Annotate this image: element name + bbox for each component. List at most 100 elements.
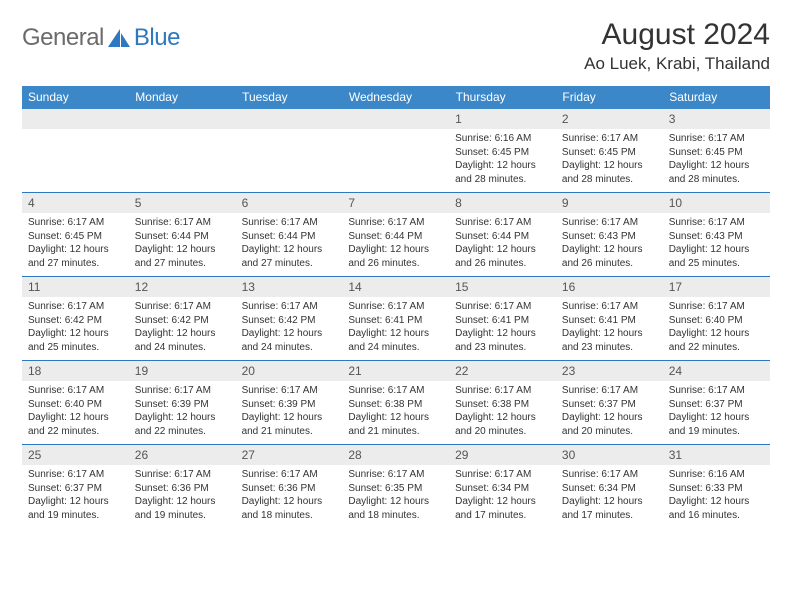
day-detail-cell: Sunrise: 6:17 AMSunset: 6:38 PMDaylight:… <box>449 381 556 445</box>
month-title: August 2024 <box>584 18 770 52</box>
day-d1: Daylight: 12 hours <box>348 495 443 509</box>
day-detail-cell: Sunrise: 6:17 AMSunset: 6:36 PMDaylight:… <box>129 465 236 528</box>
day-sr: Sunrise: 6:17 AM <box>455 300 550 314</box>
day-detail-cell: Sunrise: 6:16 AMSunset: 6:45 PMDaylight:… <box>449 129 556 193</box>
day-d1: Daylight: 12 hours <box>135 327 230 341</box>
day-ss: Sunset: 6:43 PM <box>669 230 764 244</box>
day-number-cell: 2 <box>556 109 663 129</box>
day-ss: Sunset: 6:37 PM <box>669 398 764 412</box>
day-ss: Sunset: 6:38 PM <box>348 398 443 412</box>
day-ss: Sunset: 6:41 PM <box>562 314 657 328</box>
day-number-cell: 5 <box>129 193 236 213</box>
day-sr: Sunrise: 6:17 AM <box>135 468 230 482</box>
day-d1: Daylight: 12 hours <box>562 159 657 173</box>
day-sr: Sunrise: 6:17 AM <box>562 300 657 314</box>
day-d2: and 28 minutes. <box>669 173 764 187</box>
day-d2: and 23 minutes. <box>455 341 550 355</box>
detail-row: Sunrise: 6:17 AMSunset: 6:37 PMDaylight:… <box>22 465 770 528</box>
day-detail-cell: Sunrise: 6:17 AMSunset: 6:42 PMDaylight:… <box>22 297 129 361</box>
day-d1: Daylight: 12 hours <box>242 495 337 509</box>
day-d2: and 22 minutes. <box>28 425 123 439</box>
day-detail-cell <box>236 129 343 193</box>
day-sr: Sunrise: 6:16 AM <box>669 468 764 482</box>
day-detail-cell <box>129 129 236 193</box>
day-ss: Sunset: 6:37 PM <box>562 398 657 412</box>
day-detail-cell: Sunrise: 6:17 AMSunset: 6:40 PMDaylight:… <box>663 297 770 361</box>
day-detail-cell: Sunrise: 6:17 AMSunset: 6:37 PMDaylight:… <box>556 381 663 445</box>
day-d1: Daylight: 12 hours <box>562 243 657 257</box>
day-d2: and 21 minutes. <box>348 425 443 439</box>
day-number-cell: 19 <box>129 361 236 381</box>
day-detail-cell: Sunrise: 6:17 AMSunset: 6:34 PMDaylight:… <box>449 465 556 528</box>
day-d2: and 24 minutes. <box>242 341 337 355</box>
day-d1: Daylight: 12 hours <box>669 327 764 341</box>
day-d1: Daylight: 12 hours <box>28 243 123 257</box>
day-detail-cell: Sunrise: 6:17 AMSunset: 6:41 PMDaylight:… <box>449 297 556 361</box>
day-detail-cell: Sunrise: 6:17 AMSunset: 6:42 PMDaylight:… <box>129 297 236 361</box>
day-sr: Sunrise: 6:16 AM <box>455 132 550 146</box>
day-d2: and 27 minutes. <box>28 257 123 271</box>
day-detail-cell: Sunrise: 6:17 AMSunset: 6:43 PMDaylight:… <box>663 213 770 277</box>
day-number-cell: 3 <box>663 109 770 129</box>
day-d2: and 17 minutes. <box>455 509 550 523</box>
day-number-cell: 8 <box>449 193 556 213</box>
day-sr: Sunrise: 6:17 AM <box>348 300 443 314</box>
day-sr: Sunrise: 6:17 AM <box>669 384 764 398</box>
day-d2: and 27 minutes. <box>242 257 337 271</box>
day-sr: Sunrise: 6:17 AM <box>135 384 230 398</box>
day-number-cell: 26 <box>129 445 236 465</box>
day-sr: Sunrise: 6:17 AM <box>562 468 657 482</box>
day-number-cell: 12 <box>129 277 236 297</box>
day-d2: and 27 minutes. <box>135 257 230 271</box>
day-d2: and 26 minutes. <box>562 257 657 271</box>
day-ss: Sunset: 6:39 PM <box>135 398 230 412</box>
day-d2: and 28 minutes. <box>562 173 657 187</box>
day-d1: Daylight: 12 hours <box>135 495 230 509</box>
day-sr: Sunrise: 6:17 AM <box>28 384 123 398</box>
day-detail-cell: Sunrise: 6:17 AMSunset: 6:44 PMDaylight:… <box>342 213 449 277</box>
day-number-cell: 18 <box>22 361 129 381</box>
day-number-cell: 17 <box>663 277 770 297</box>
day-d1: Daylight: 12 hours <box>28 327 123 341</box>
day-d1: Daylight: 12 hours <box>669 243 764 257</box>
day-sr: Sunrise: 6:17 AM <box>135 300 230 314</box>
day-number-cell: 15 <box>449 277 556 297</box>
day-number-cell: 27 <box>236 445 343 465</box>
day-d1: Daylight: 12 hours <box>455 159 550 173</box>
day-ss: Sunset: 6:42 PM <box>135 314 230 328</box>
daynum-row: 11121314151617 <box>22 277 770 297</box>
day-detail-cell: Sunrise: 6:17 AMSunset: 6:44 PMDaylight:… <box>129 213 236 277</box>
day-detail-cell <box>342 129 449 193</box>
day-number-cell <box>22 109 129 129</box>
day-ss: Sunset: 6:44 PM <box>242 230 337 244</box>
day-d2: and 26 minutes. <box>455 257 550 271</box>
brand-logo: General Blue <box>22 18 180 52</box>
dow-saturday: Saturday <box>663 86 770 109</box>
day-d1: Daylight: 12 hours <box>562 327 657 341</box>
day-d2: and 16 minutes. <box>669 509 764 523</box>
day-d2: and 28 minutes. <box>455 173 550 187</box>
day-detail-cell: Sunrise: 6:17 AMSunset: 6:43 PMDaylight:… <box>556 213 663 277</box>
day-number-cell: 24 <box>663 361 770 381</box>
day-number-cell: 29 <box>449 445 556 465</box>
day-ss: Sunset: 6:38 PM <box>455 398 550 412</box>
day-d2: and 19 minutes. <box>28 509 123 523</box>
day-number-cell: 7 <box>342 193 449 213</box>
day-ss: Sunset: 6:41 PM <box>348 314 443 328</box>
day-detail-cell: Sunrise: 6:17 AMSunset: 6:39 PMDaylight:… <box>129 381 236 445</box>
day-number-cell: 30 <box>556 445 663 465</box>
day-number-cell <box>236 109 343 129</box>
day-detail-cell: Sunrise: 6:17 AMSunset: 6:36 PMDaylight:… <box>236 465 343 528</box>
day-detail-cell: Sunrise: 6:17 AMSunset: 6:35 PMDaylight:… <box>342 465 449 528</box>
day-d1: Daylight: 12 hours <box>348 411 443 425</box>
day-detail-cell: Sunrise: 6:17 AMSunset: 6:45 PMDaylight:… <box>556 129 663 193</box>
day-sr: Sunrise: 6:17 AM <box>135 216 230 230</box>
day-ss: Sunset: 6:36 PM <box>242 482 337 496</box>
day-ss: Sunset: 6:44 PM <box>135 230 230 244</box>
day-d1: Daylight: 12 hours <box>242 327 337 341</box>
day-number-cell: 6 <box>236 193 343 213</box>
day-d2: and 18 minutes. <box>348 509 443 523</box>
day-d1: Daylight: 12 hours <box>348 243 443 257</box>
day-d2: and 25 minutes. <box>669 257 764 271</box>
day-detail-cell: Sunrise: 6:17 AMSunset: 6:41 PMDaylight:… <box>556 297 663 361</box>
